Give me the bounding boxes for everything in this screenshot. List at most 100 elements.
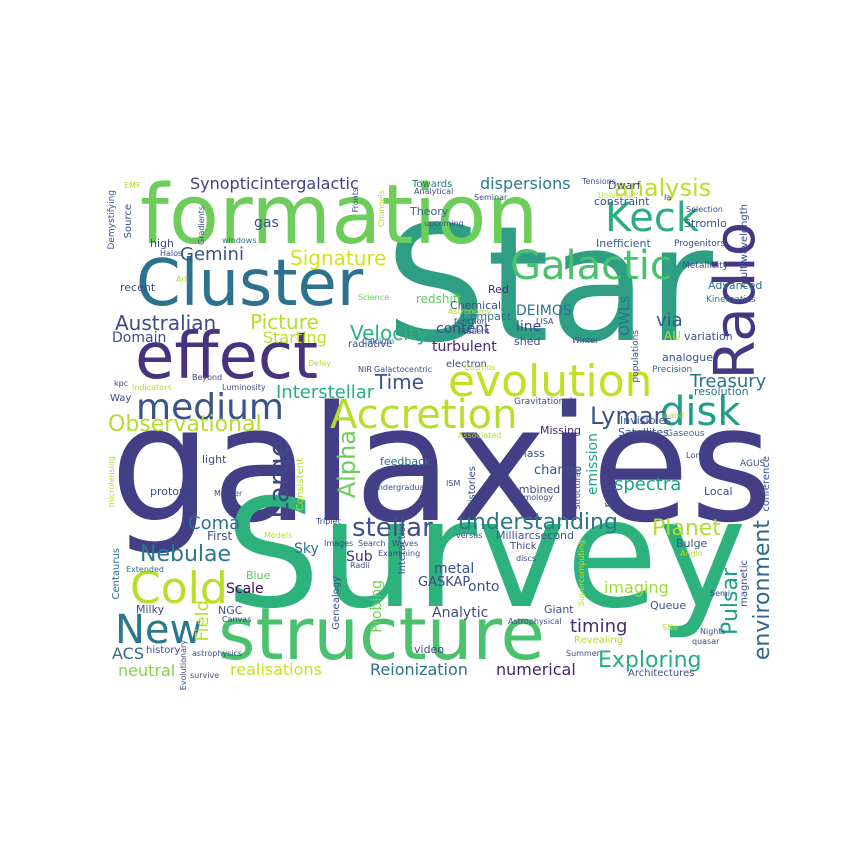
cloud-word: AU bbox=[664, 329, 681, 343]
cloud-word: neutral bbox=[118, 661, 176, 680]
cloud-word: formation bbox=[140, 168, 539, 263]
cloud-word: Compact bbox=[462, 310, 512, 323]
cloud-word: NIR bbox=[358, 365, 372, 374]
cloud-word: Coma bbox=[188, 513, 241, 534]
cloud-word: Survey bbox=[225, 468, 747, 642]
cloud-word: analogue bbox=[662, 351, 713, 364]
cloud-word: Selection bbox=[686, 205, 723, 214]
cloud-word: Gravitational bbox=[514, 397, 573, 407]
cloud-word: Beyond bbox=[192, 373, 223, 382]
cloud-word: Sky bbox=[294, 541, 319, 557]
cloud-word: Long bbox=[686, 451, 706, 460]
cloud-word: Stromlo bbox=[684, 217, 727, 230]
cloud-word: Nebulae bbox=[140, 542, 232, 567]
cloud-word: DEIMOS bbox=[516, 303, 572, 319]
cloud-word: Extended bbox=[126, 565, 164, 574]
cloud-word: Precision bbox=[652, 365, 693, 375]
cloud-word: radiative bbox=[348, 339, 393, 350]
cloud-word: Search bbox=[358, 539, 386, 548]
cloud-word: Starting bbox=[263, 328, 327, 347]
cloud-word: Inefficient bbox=[596, 237, 651, 250]
cloud-word: Art bbox=[176, 275, 188, 284]
cloud-word: Gaseous bbox=[666, 429, 705, 439]
cloud-word: understanding bbox=[458, 510, 618, 535]
cloud-word: Advanced bbox=[708, 279, 763, 292]
cloud-word: Analytical bbox=[414, 187, 454, 196]
cloud-word: Way bbox=[110, 393, 132, 404]
cloud-word: quasar bbox=[692, 637, 720, 646]
cloud-word: Invisibles bbox=[620, 414, 672, 427]
cloud-word: stellar bbox=[352, 513, 433, 543]
cloud-word: Anglo bbox=[680, 549, 703, 558]
cloud-word: survive bbox=[190, 671, 220, 680]
cloud-word: Demystifying bbox=[107, 190, 117, 250]
cloud-word: environment bbox=[750, 520, 775, 661]
cloud-word: Nights bbox=[700, 627, 726, 636]
cloud-word: imaging bbox=[604, 578, 669, 597]
cloud-word: Giant bbox=[544, 603, 574, 616]
cloud-word: Star bbox=[385, 191, 714, 378]
cloud-word: Associated bbox=[458, 431, 502, 440]
cloud-word: Domain bbox=[112, 330, 167, 346]
cloud-word: microlensing bbox=[107, 456, 116, 508]
cloud-word: OWLs bbox=[617, 296, 633, 336]
cloud-word: Centaurus bbox=[111, 548, 122, 600]
cloud-word: Missing bbox=[540, 424, 582, 437]
cloud-word: structure bbox=[218, 592, 545, 676]
cloud-word: Astrophysical bbox=[508, 617, 562, 626]
cloud-word: discs bbox=[516, 554, 537, 563]
cloud-word: Indicators bbox=[132, 383, 172, 392]
cloud-word: cosmology bbox=[510, 493, 554, 502]
cloud-word: Red bbox=[488, 283, 509, 296]
cloud-word: electron bbox=[446, 359, 487, 370]
cloud-word: Fronts bbox=[351, 188, 360, 213]
cloud-word: Astronomy bbox=[448, 307, 492, 316]
cloud-word: Lyman bbox=[590, 402, 669, 430]
cloud-word: Planet bbox=[652, 516, 721, 541]
cloud-word: combined bbox=[506, 483, 561, 496]
cloud-word: Channels bbox=[377, 190, 386, 228]
cloud-word: video bbox=[414, 643, 445, 656]
cloud-word: Winter bbox=[572, 336, 599, 345]
cloud-word: LISA bbox=[536, 317, 554, 326]
cloud-word: Galactocentric bbox=[374, 365, 433, 374]
cloud-word: Velocity bbox=[350, 321, 429, 345]
cloud-word: Structural bbox=[573, 470, 582, 510]
cloud-word: kpc bbox=[114, 379, 129, 388]
cloud-word: Time bbox=[375, 370, 424, 394]
cloud-word: versus bbox=[456, 531, 483, 540]
cloud-word: Signature bbox=[290, 246, 387, 270]
cloud-word: Merger bbox=[214, 489, 243, 498]
cloud-word: New bbox=[115, 607, 203, 653]
cloud-word: analysis bbox=[614, 174, 712, 202]
cloud-word: Triplet bbox=[316, 517, 341, 526]
cloud-word: Metallicity bbox=[682, 261, 729, 271]
cloud-word: Theory bbox=[410, 205, 449, 218]
cloud-word: EMF bbox=[124, 181, 141, 190]
cloud-word: Sub bbox=[346, 549, 373, 565]
cloud-word: Cluster bbox=[136, 247, 364, 321]
cloud-word: Observational bbox=[108, 412, 262, 437]
cloud-word: medium bbox=[136, 387, 284, 428]
cloud-word: Evolutionary bbox=[179, 640, 188, 691]
cloud-word: Science bbox=[358, 293, 390, 302]
cloud-word: Blue bbox=[246, 569, 271, 582]
cloud-word: Milliarcsecond bbox=[496, 529, 575, 542]
cloud-word: Source bbox=[123, 204, 134, 239]
cloud-word: multiwavelength bbox=[739, 204, 750, 288]
cloud-word: onto bbox=[468, 579, 500, 595]
cloud-word: gas bbox=[254, 215, 279, 231]
cloud-word: Treasury bbox=[690, 371, 767, 392]
cloud-word: Histories bbox=[467, 466, 478, 510]
cloud-word: Thick bbox=[510, 541, 537, 552]
cloud-word: Cold bbox=[130, 563, 228, 614]
cloud-word: history bbox=[146, 645, 181, 656]
cloud-word: mass bbox=[516, 447, 545, 460]
cloud-word: Analytic bbox=[432, 605, 489, 621]
cloud-word: windows bbox=[222, 236, 257, 245]
cloud-word: dispersions bbox=[480, 174, 571, 193]
cloud-word: turbulent bbox=[432, 339, 497, 355]
cloud-word: light bbox=[202, 453, 227, 466]
cloud-word: Satellites bbox=[618, 426, 669, 439]
cloud-word: Accretion bbox=[330, 392, 518, 438]
